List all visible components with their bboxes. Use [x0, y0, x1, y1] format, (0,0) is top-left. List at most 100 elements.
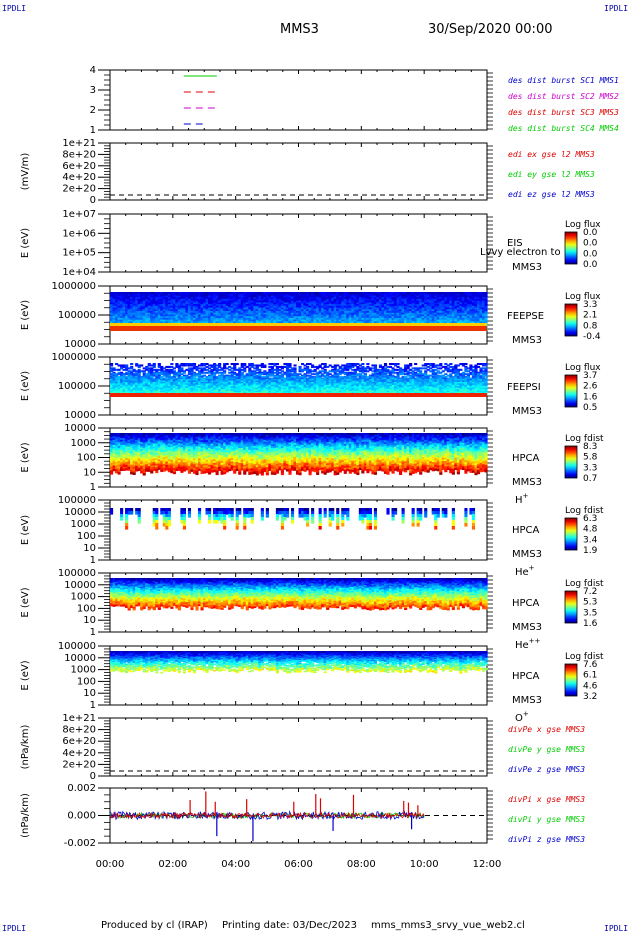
spectrogram-cell	[361, 292, 365, 295]
spectrogram-cell	[399, 309, 403, 312]
spectrogram-cell	[459, 319, 463, 322]
spectrogram-cell	[411, 298, 415, 302]
spectrogram-cell	[391, 300, 395, 303]
spectrogram-cell	[436, 312, 440, 316]
spectrogram-cell	[190, 304, 194, 307]
spectrogram-cell	[122, 298, 126, 302]
spectrogram-cell	[250, 305, 254, 309]
spectrogram-cell	[248, 305, 252, 309]
spectrogram-cell	[391, 295, 395, 298]
spectrogram-cell	[200, 300, 204, 303]
spectrogram-cell	[461, 304, 465, 307]
spectrogram-cell	[175, 311, 179, 314]
spectrogram-cell	[120, 316, 124, 319]
spectrogram-cell	[474, 311, 478, 314]
spectrogram-cell	[182, 376, 186, 379]
spectrogram-cell	[303, 305, 307, 309]
spectrogram-cell	[155, 374, 159, 377]
spectrogram-cell	[165, 377, 169, 380]
corner-mark-tr: IPDLI	[604, 4, 629, 13]
spectrogram-cell	[172, 295, 176, 298]
spectrogram-cell	[125, 316, 129, 319]
spectrogram-cell	[122, 384, 126, 387]
spectrogram-cell	[441, 304, 445, 307]
spectrogram-cell	[388, 311, 393, 314]
spectrogram-cell	[356, 317, 360, 321]
spectrogram-cell	[278, 304, 282, 307]
spectrogram-cell	[404, 298, 408, 302]
spectrogram-cell	[275, 295, 279, 298]
spectrogram-cell	[155, 380, 159, 383]
spectrogram-cell	[112, 316, 116, 319]
spectrogram-cell	[441, 311, 445, 314]
spectrogram-cell	[205, 300, 209, 303]
spectrogram-cell	[185, 305, 189, 309]
spectrogram-cell	[376, 312, 380, 316]
spectrogram-cell	[210, 321, 214, 324]
spectrogram-cell	[243, 316, 247, 319]
spectrogram-cell	[371, 307, 375, 310]
spectrogram-cell	[336, 293, 340, 297]
spectrogram-cell	[333, 321, 337, 324]
spectrogram-cell	[303, 311, 307, 314]
spectrogram-cell	[250, 321, 254, 324]
spectrogram-cell	[187, 293, 192, 297]
spectrogram-cell	[381, 302, 385, 305]
spectrogram-cell	[115, 386, 119, 389]
spectrogram-cell	[471, 311, 476, 314]
spectrogram-cell	[469, 312, 473, 316]
spectrogram-cell	[120, 367, 124, 370]
spectrogram-cell	[162, 371, 166, 374]
spectrogram-cell	[373, 302, 378, 305]
spectrogram-cell	[394, 321, 398, 324]
spectrogram-cell	[142, 307, 146, 310]
spectrogram-cell	[187, 380, 192, 383]
spectrogram-cell	[162, 293, 166, 297]
spectrogram-cell	[331, 309, 335, 312]
spectrogram-cell	[306, 295, 310, 298]
spectrogram-cell	[127, 387, 131, 390]
spectrogram-cell	[431, 293, 435, 297]
spectrogram-cell	[147, 300, 151, 303]
spectrogram-cell	[180, 386, 184, 389]
spectrogram-cell	[172, 390, 176, 393]
spectrogram-cell	[115, 377, 119, 380]
spectrogram-cell	[200, 305, 204, 309]
spectrogram-cell	[177, 384, 181, 387]
spectrogram-cell	[155, 376, 159, 379]
spectrogram-cell	[456, 311, 460, 314]
spectrogram-cell	[182, 371, 186, 374]
spectrogram-cell	[122, 374, 126, 377]
spectrogram-cell	[220, 305, 224, 309]
spectrogram-cell	[115, 300, 119, 303]
spectrogram-cell	[341, 293, 345, 297]
y-tick-label: 4e+20	[62, 748, 96, 759]
spectrogram-cell	[243, 298, 247, 302]
spectrogram-cell	[363, 319, 367, 322]
spectrogram-cell	[298, 314, 302, 317]
spectrogram-cell	[195, 293, 199, 297]
spectrogram-cell	[160, 309, 164, 312]
spectrogram-cell	[283, 319, 287, 322]
spectrogram-cell	[301, 293, 305, 297]
spectrogram-cell	[353, 317, 357, 321]
spectrogram-cell	[421, 311, 425, 314]
spectrogram-cell	[446, 297, 450, 300]
spectrogram-cell	[200, 302, 204, 305]
spectrogram-cell	[255, 319, 259, 322]
spectrogram-cell	[233, 297, 237, 300]
spectrogram-cell	[190, 293, 194, 297]
spectrogram-cell	[353, 311, 357, 314]
legend-entry: edi ez gse l2 MMS3	[508, 190, 595, 199]
spectrogram-cell	[356, 309, 360, 312]
spectrogram-cell	[308, 292, 312, 295]
spectrogram-cell	[273, 321, 277, 324]
spectrogram-cell	[338, 317, 342, 321]
spectrogram-cell	[120, 314, 124, 317]
spectrogram-cell	[200, 389, 204, 392]
spectrogram-cell	[376, 319, 380, 322]
spectrogram-cell	[396, 312, 400, 316]
spectrogram-cell	[157, 302, 161, 305]
spectrogram-cell	[137, 304, 141, 307]
spectrogram-cell	[391, 317, 395, 321]
